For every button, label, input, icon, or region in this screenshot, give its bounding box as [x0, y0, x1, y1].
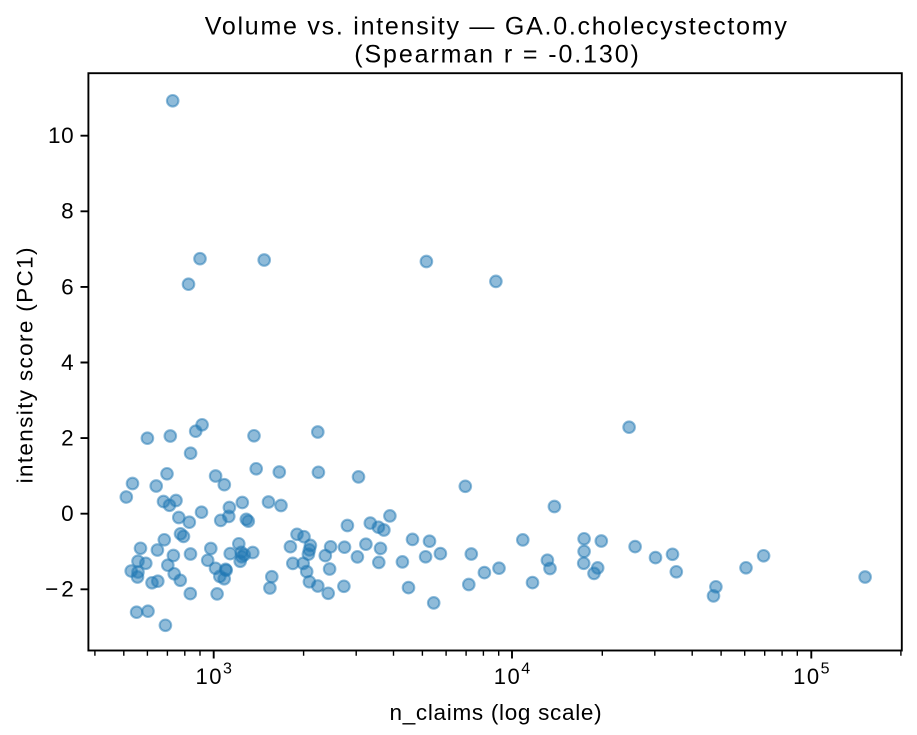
svg-text:n_claims (log scale): n_claims (log scale) [389, 700, 602, 725]
svg-text:8: 8 [61, 199, 74, 224]
svg-text:(Spearman r = -0.130): (Spearman r = -0.130) [354, 40, 641, 68]
svg-text:104: 104 [494, 661, 530, 690]
svg-text:10: 10 [48, 123, 74, 148]
svg-text:−2: −2 [45, 577, 77, 602]
svg-text:intensity score (PC1): intensity score (PC1) [13, 246, 38, 483]
svg-text:2: 2 [61, 426, 74, 451]
svg-text:4: 4 [61, 350, 74, 375]
svg-text:103: 103 [196, 661, 232, 690]
svg-text:0: 0 [61, 501, 74, 526]
svg-text:6: 6 [61, 274, 74, 299]
svg-text:Volume vs. intensity — GA.0.ch: Volume vs. intensity — GA.0.cholecystect… [205, 13, 789, 41]
svg-text:105: 105 [793, 661, 829, 690]
